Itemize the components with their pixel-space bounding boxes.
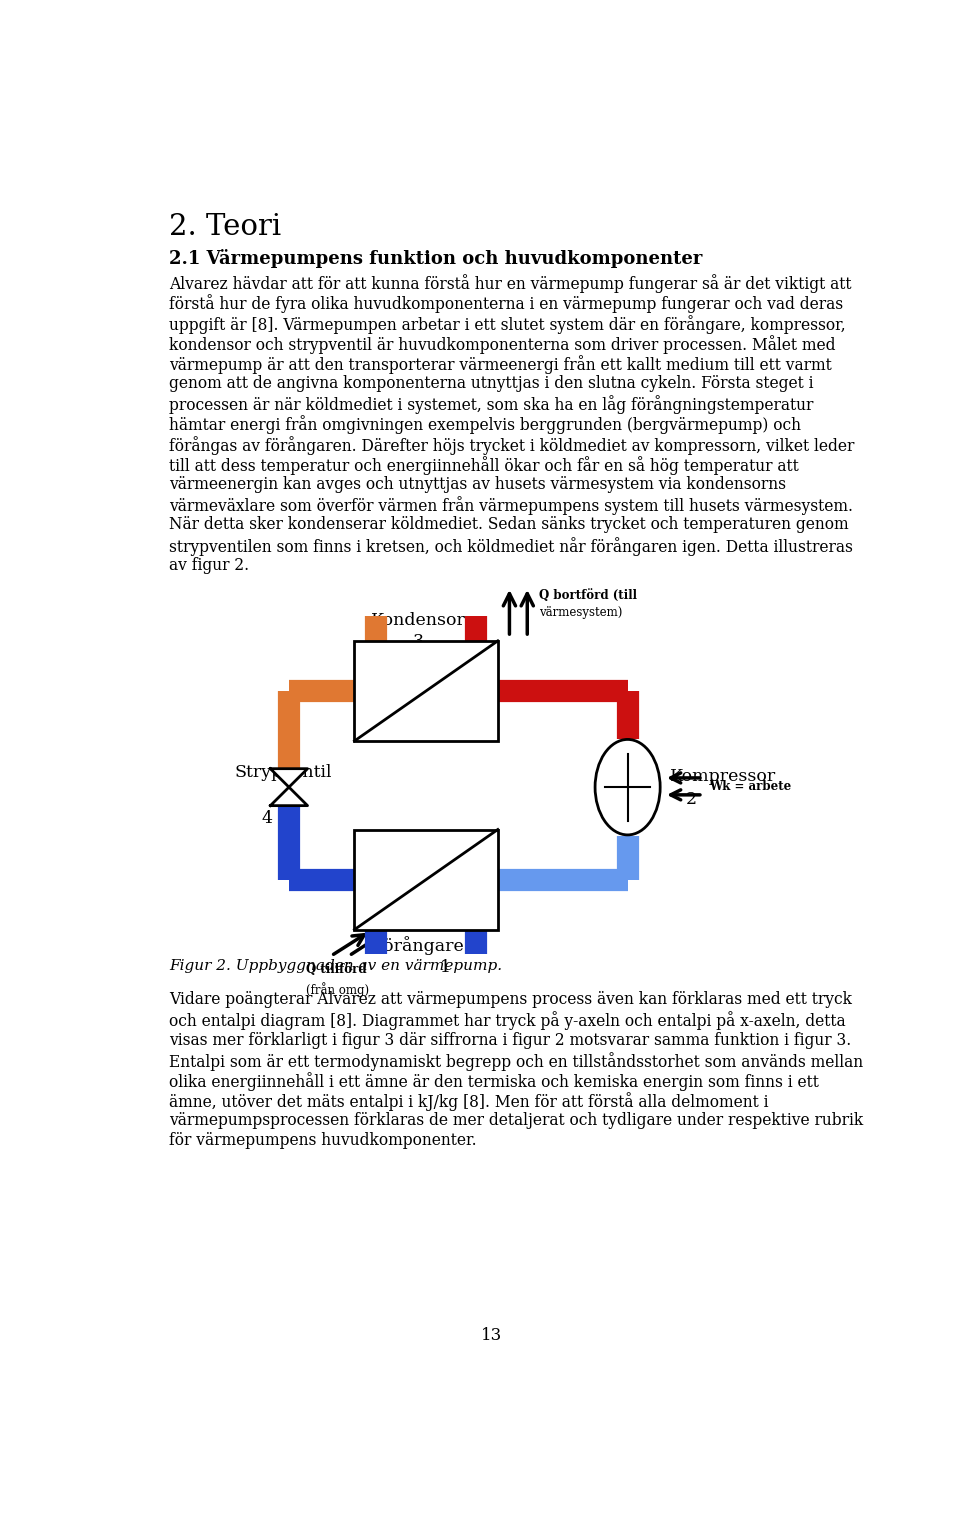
Text: till att dess temperatur och energiinnehåll ökar och får en så hög temperatur at: till att dess temperatur och energiinneh… — [169, 456, 799, 476]
Text: värmeenergin kan avges och utnyttjas av husets värmesystem via kondensorns: värmeenergin kan avges och utnyttjas av … — [169, 476, 786, 492]
Text: När detta sker kondenserar köldmediet. Sedan sänks trycket och temperaturen geno: När detta sker kondenserar köldmediet. S… — [169, 517, 849, 534]
Text: Figur 2. Uppbyggnaden av en värmepump.: Figur 2. Uppbyggnaden av en värmepump. — [169, 959, 502, 972]
Bar — [354, 830, 426, 930]
Text: förångas av förångaren. Därefter höjs trycket i köldmediet av kompressorn, vilke: förångas av förångaren. Därefter höjs tr… — [169, 436, 854, 454]
Text: visas mer förklarligt i figur 3 där siffrorna i figur 2 motsvarar samma funktion: visas mer förklarligt i figur 3 där siff… — [169, 1032, 852, 1049]
Text: 2. Teori: 2. Teori — [169, 213, 281, 240]
Text: hämtar energi från omgivningen exempelvis berggrunden (bergvärmepump) och: hämtar energi från omgivningen exempelvi… — [169, 416, 801, 434]
Text: 1: 1 — [440, 959, 451, 976]
Polygon shape — [271, 787, 307, 806]
Bar — [426, 641, 498, 742]
Bar — [354, 641, 426, 742]
Text: förstå hur de fyra olika huvudkomponenterna i en värmepump fungerar och vad dera: förstå hur de fyra olika huvudkomponente… — [169, 295, 843, 313]
Bar — [426, 830, 498, 930]
Text: värmepumpsprocessen förklaras de mer detaljerat och tydligare under respektive r: värmepumpsprocessen förklaras de mer det… — [169, 1112, 863, 1130]
Text: olika energiinnehåll i ett ämne är den termiska och kemiska energin som finns i : olika energiinnehåll i ett ämne är den t… — [169, 1072, 819, 1090]
Text: Q bortförd (till: Q bortförd (till — [539, 589, 636, 601]
Text: ämne, utöver det mäts entalpi i kJ/kg [8]. Men för att förstå alla delmoment i: ämne, utöver det mäts entalpi i kJ/kg [8… — [169, 1092, 768, 1112]
Text: Entalpi som är ett termodynamiskt begrepp och en tillståndsstorhet som används m: Entalpi som är ett termodynamiskt begrep… — [169, 1052, 863, 1070]
Text: genom att de angivna komponenterna utnyttjas i den slutna cykeln. Första steget : genom att de angivna komponenterna utnyt… — [169, 375, 813, 393]
Bar — [354, 830, 498, 930]
Text: Wk = arbete: Wk = arbete — [709, 780, 791, 794]
Text: 2.1 Värmepumpens funktion och huvudkomponenter: 2.1 Värmepumpens funktion och huvudkompo… — [169, 249, 702, 268]
Text: kondensor och strypventil är huvudkomponenterna som driver processen. Målet med: kondensor och strypventil är huvudkompon… — [169, 335, 835, 353]
Text: 13: 13 — [481, 1327, 503, 1344]
Text: uppgift är [8]. Värmepumpen arbetar i ett slutet system där en förångare, kompre: uppgift är [8]. Värmepumpen arbetar i et… — [169, 315, 846, 333]
Polygon shape — [271, 769, 307, 787]
Text: värmeväxlare som överför värmen från värmepumpens system till husets värmesystem: värmeväxlare som överför värmen från vär… — [169, 497, 852, 515]
Text: Kompressor: Kompressor — [670, 768, 777, 784]
Text: Kondensor: Kondensor — [371, 612, 466, 628]
Text: 4: 4 — [262, 810, 273, 827]
Text: av figur 2.: av figur 2. — [169, 557, 249, 573]
Text: värmesystem): värmesystem) — [539, 605, 622, 619]
Text: Vidare poängterar Alvarez att värmepumpens process även kan förklaras med ett tr: Vidare poängterar Alvarez att värmepumpe… — [169, 991, 852, 1008]
Text: värmepump är att den transporterar värmeenergi från ett kallt medium till ett va: värmepump är att den transporterar värme… — [169, 355, 831, 375]
Text: 2: 2 — [685, 790, 697, 807]
Text: processen är när köldmediet i systemet, som ska ha en låg förångningstemperatur: processen är när köldmediet i systemet, … — [169, 396, 813, 414]
Text: Alvarez hävdar att för att kunna förstå hur en värmepump fungerar så är det vikt: Alvarez hävdar att för att kunna förstå … — [169, 274, 852, 294]
Text: Strypventil: Strypventil — [234, 764, 332, 781]
Text: (från omg): (från omg) — [305, 982, 369, 997]
Text: strypventilen som finns i kretsen, och köldmediet når förångaren igen. Detta ill: strypventilen som finns i kretsen, och k… — [169, 537, 852, 555]
Ellipse shape — [595, 740, 660, 835]
Text: 3: 3 — [413, 633, 424, 650]
Bar — [354, 641, 498, 742]
Text: Förångare: Förångare — [372, 936, 465, 954]
Text: och entalpi diagram [8]. Diagrammet har tryck på y-axeln och entalpi på x-axeln,: och entalpi diagram [8]. Diagrammet har … — [169, 1011, 846, 1031]
Text: för värmepumpens huvudkomponenter.: för värmepumpens huvudkomponenter. — [169, 1133, 476, 1150]
Text: Q tillförd: Q tillförd — [305, 963, 366, 977]
